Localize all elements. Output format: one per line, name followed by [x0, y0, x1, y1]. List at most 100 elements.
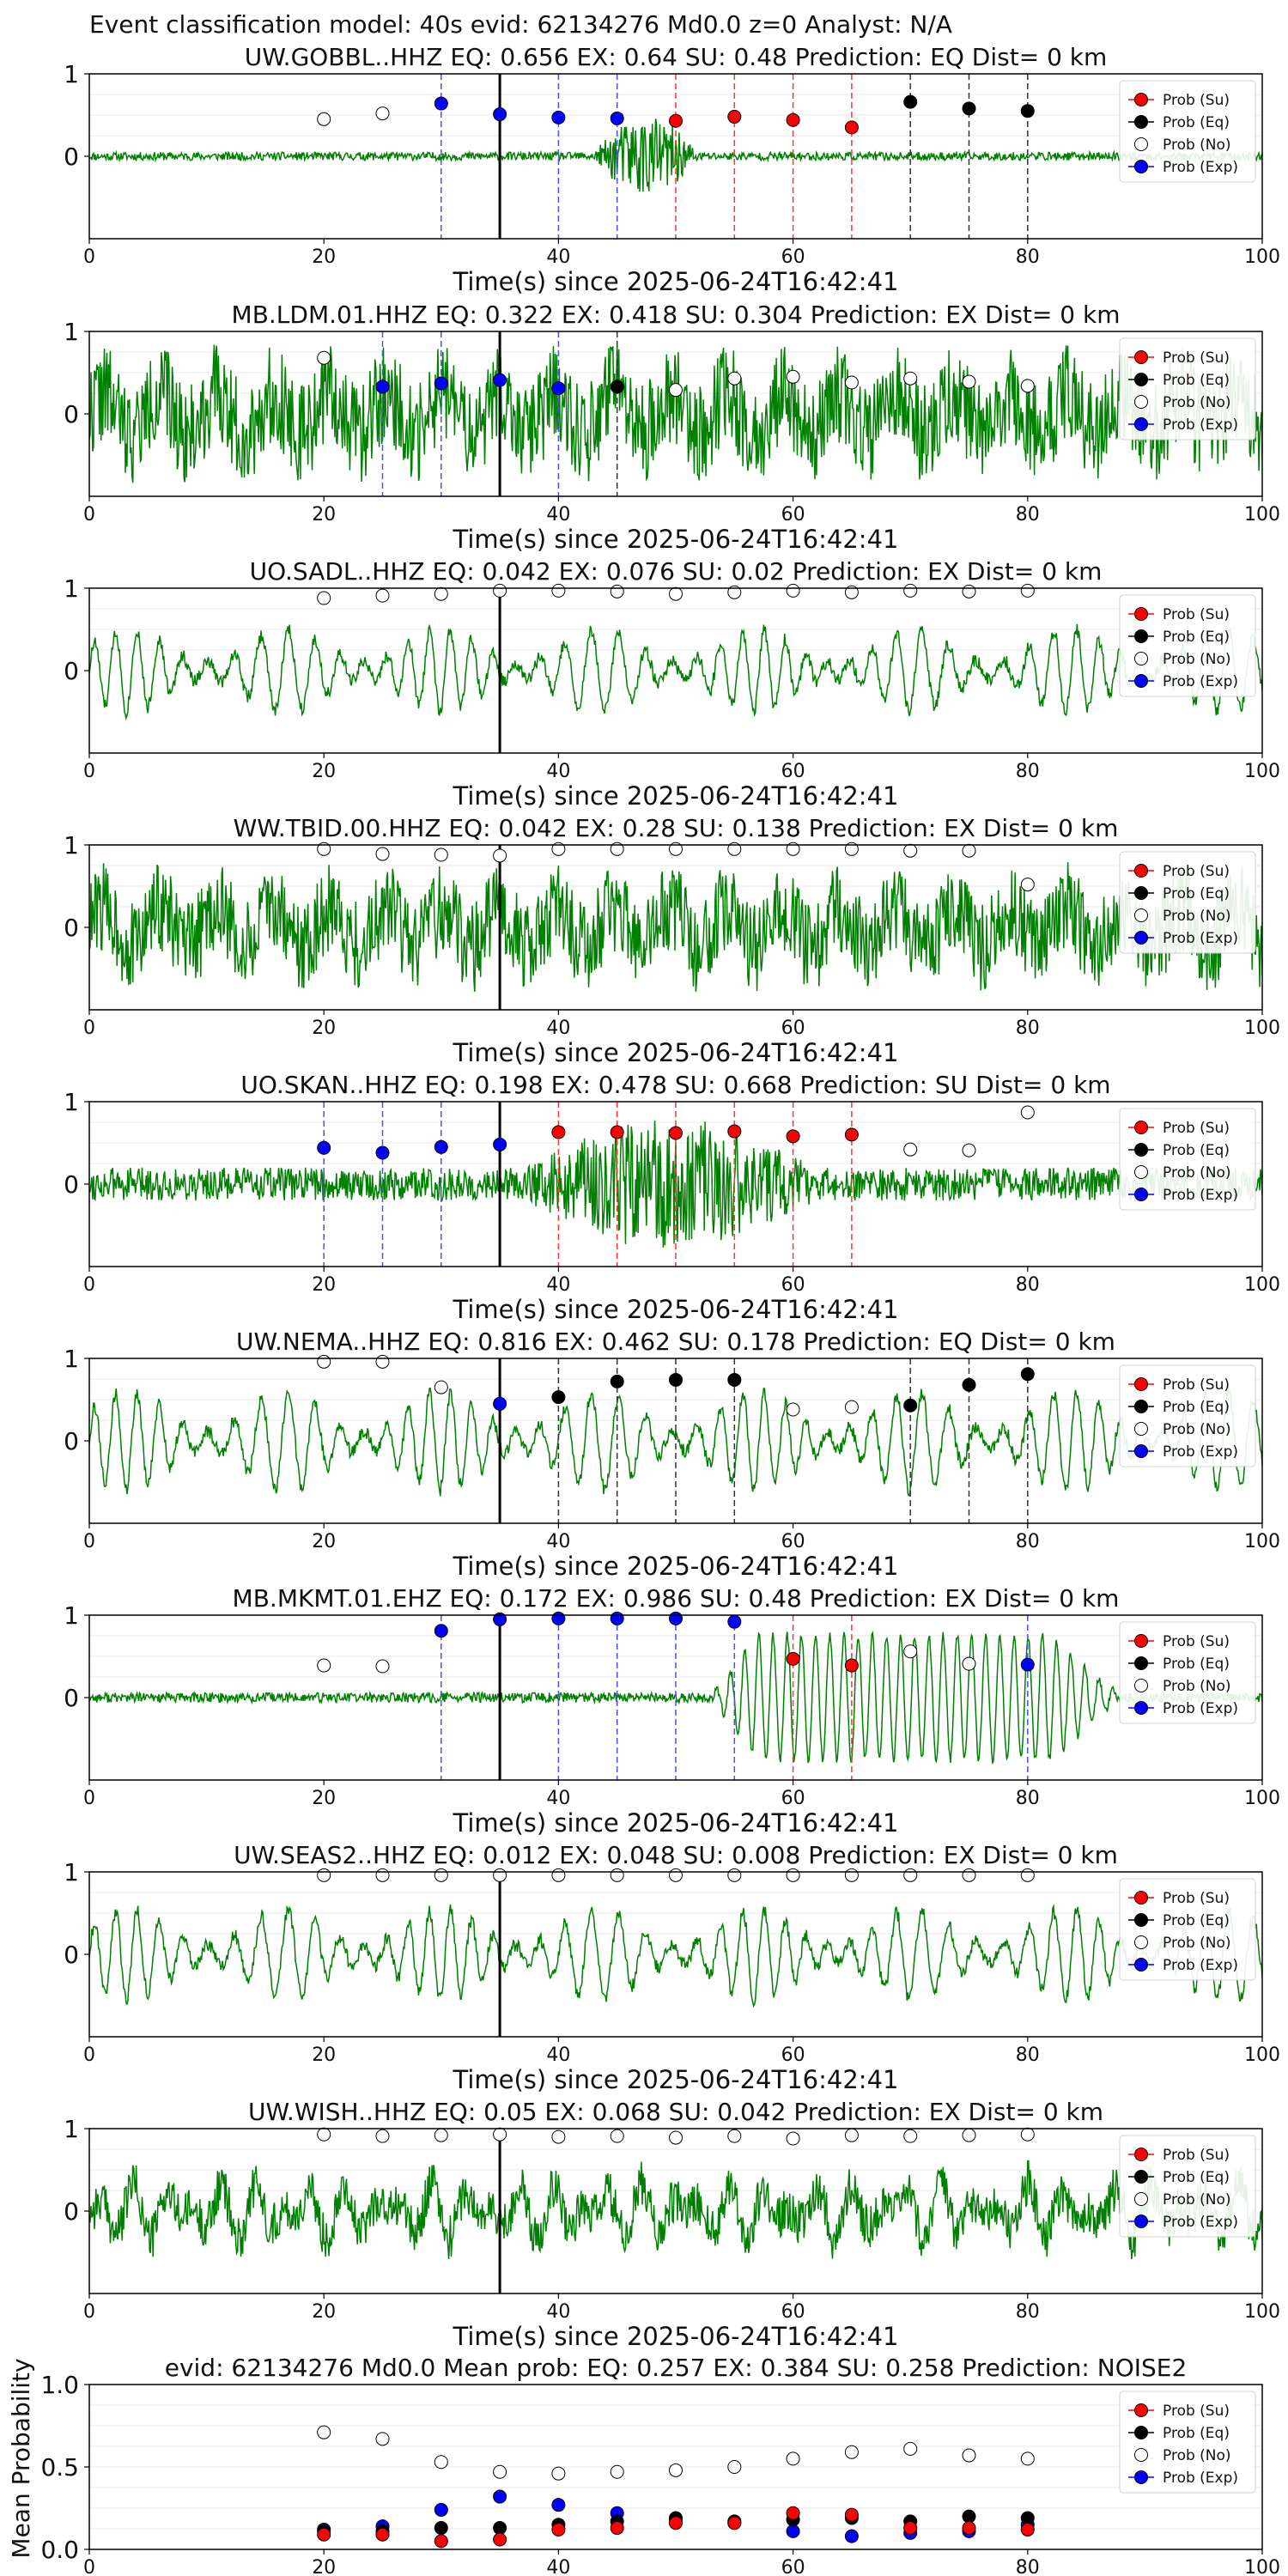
prob-point-su [786, 1651, 800, 1666]
x-tick-label: 60 [781, 1274, 805, 1296]
x-tick-label: 60 [781, 2301, 805, 2323]
legend-label-exp: Prob (Exp) [1163, 1443, 1238, 1461]
legend-label-su: Prob (Su) [1163, 863, 1230, 880]
x-tick-label: 0 [83, 246, 95, 268]
legend-marker-eq [1134, 1913, 1148, 1927]
waveform-line [89, 1904, 1262, 2008]
waveform-line [89, 1386, 1262, 1497]
prob-point-no [962, 1868, 976, 1882]
x-tick-label: 40 [546, 2301, 570, 2323]
x-tick-label: 60 [781, 2044, 805, 2066]
prob-point-exp [434, 376, 448, 391]
x-tick-label: 0 [83, 1018, 95, 1039]
mean-point-no [317, 2425, 331, 2439]
x-tick-label: 0 [83, 2044, 95, 2066]
legend-label-eq: Prob (Eq) [1163, 2169, 1230, 2186]
legend-box [1119, 594, 1256, 697]
x-tick-label: 40 [546, 504, 570, 526]
legend-marker-su [1134, 1891, 1148, 1905]
mean-point-eq [434, 2521, 448, 2536]
x-tick-label: 20 [312, 2301, 336, 2323]
legend-label-eq: Prob (Eq) [1163, 1912, 1230, 1929]
legend: Prob (Su) Prob (Eq) Prob (No) Prob (Exp) [1119, 1108, 1256, 1211]
legend-label-eq: Prob (Eq) [1163, 1142, 1230, 1159]
waveform-line [89, 862, 1262, 993]
prob-point-exp [375, 1145, 390, 1160]
legend-label-eq: Prob (Eq) [1163, 629, 1230, 646]
legend-label-no: Prob (No) [1163, 1935, 1231, 1952]
mean-point-no [903, 2441, 918, 2456]
x-tick-label: 80 [1016, 2557, 1040, 2576]
mean-point-no [551, 2466, 566, 2481]
prob-point-no [1020, 583, 1035, 598]
x-axis-label: Time(s) since 2025-06-24T16:42:41 [453, 1808, 899, 1838]
prob-point-eq [1020, 1367, 1035, 1382]
x-tick-label: 100 [1244, 761, 1280, 782]
prob-point-no [434, 1868, 448, 1882]
legend-label-no: Prob (No) [1163, 1421, 1231, 1438]
prob-point-exp [434, 96, 448, 111]
prob-point-no [903, 1868, 918, 1882]
prob-point-no [727, 841, 742, 856]
prob-point-no [610, 2129, 624, 2143]
x-tick-label: 100 [1244, 1274, 1280, 1296]
prob-point-su [727, 1124, 742, 1139]
x-tick-label: 0 [83, 1274, 95, 1296]
x-tick-label: 20 [312, 1531, 336, 1552]
legend-label-su: Prob (Su) [1163, 2147, 1230, 2164]
mean-point-exp [434, 2502, 448, 2517]
legend-label-su: Prob (Su) [1163, 1376, 1230, 1394]
mean-point-su [669, 2516, 683, 2530]
legend-marker-eq [1134, 1656, 1148, 1670]
x-tick-label: 80 [1016, 1531, 1040, 1552]
x-tick-label: 40 [546, 1531, 570, 1552]
prob-point-no [375, 847, 390, 861]
x-axis-label: Time(s) since 2025-06-24T16:42:41 [453, 781, 899, 811]
prob-point-no [1020, 379, 1035, 393]
legend-box [1119, 2391, 1256, 2494]
legend-marker-no [1134, 395, 1148, 409]
legend-label-exp: Prob (Exp) [1163, 1957, 1238, 1974]
mean-point-su [727, 2516, 742, 2530]
prob-point-no [903, 583, 918, 598]
prob-point-no [493, 583, 507, 598]
mean-point-no [493, 2464, 507, 2479]
prob-point-no [727, 585, 742, 599]
panel-7: MB.MKMT.01.EHZ EQ: 0.172 EX: 0.986 SU: 0… [64, 1584, 1280, 1838]
prob-point-no [962, 1656, 976, 1671]
legend-marker-no [1134, 1422, 1148, 1436]
prob-point-exp [551, 1611, 566, 1625]
prob-point-no [903, 843, 918, 858]
legend: Prob (Su) Prob (Eq) Prob (No) Prob (Exp) [1119, 1364, 1256, 1467]
prob-point-no [1020, 878, 1035, 892]
prob-point-no [962, 2128, 976, 2142]
prob-point-no [317, 591, 331, 605]
legend-label-no: Prob (No) [1163, 1164, 1231, 1182]
prob-point-exp [493, 1396, 507, 1411]
x-tick-label: 60 [781, 1018, 805, 1039]
x-tick-label: 40 [546, 1018, 570, 1039]
legend-label-exp: Prob (Exp) [1163, 2214, 1238, 2231]
legend: Prob (Su) Prob (Eq) Prob (No) Prob (Exp) [1119, 594, 1256, 697]
x-tick-label: 80 [1016, 2301, 1040, 2323]
y-tick-label: 0.5 [40, 2453, 79, 2482]
panel-3: UO.SADL..HHZ EQ: 0.042 EX: 0.076 SU: 0.0… [64, 557, 1280, 811]
x-tick-label: 80 [1016, 1788, 1040, 1809]
x-tick-label: 0 [83, 504, 95, 526]
prob-point-no [375, 2129, 390, 2143]
mean-point-no [844, 2445, 859, 2459]
legend-label-su: Prob (Su) [1163, 349, 1230, 367]
legend-box [1119, 1364, 1256, 1467]
legend-label-eq: Prob (Eq) [1163, 114, 1230, 131]
prob-point-eq [669, 1372, 683, 1387]
prob-point-no [551, 841, 566, 856]
prob-point-su [669, 1126, 683, 1140]
legend-marker-su [1134, 607, 1148, 621]
legend-label-eq: Prob (Eq) [1163, 1656, 1230, 1673]
legend-marker-su [1134, 1121, 1148, 1134]
prob-point-no [317, 841, 331, 856]
legend-marker-su [1134, 1377, 1148, 1391]
waveform-line [89, 2160, 1262, 2260]
legend-label-no: Prob (No) [1163, 908, 1231, 925]
prob-point-exp [551, 110, 566, 125]
